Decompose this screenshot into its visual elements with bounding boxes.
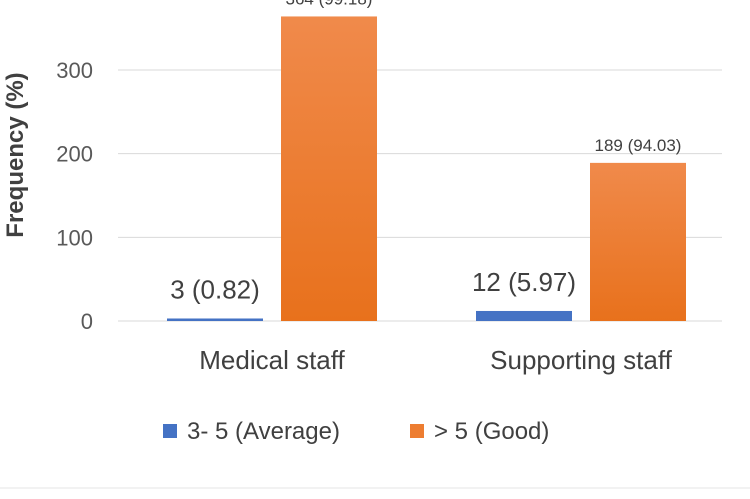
y-axis-label: Frequency (%) bbox=[2, 72, 29, 237]
legend-label: > 5 (Good) bbox=[434, 418, 549, 445]
legend: 3- 5 (Average) > 5 (Good) bbox=[163, 418, 549, 445]
x-axis-categories: Medical staff Supporting staff bbox=[199, 345, 672, 375]
y-tick-label: 0 bbox=[81, 309, 93, 334]
bar-average-medical bbox=[167, 318, 263, 321]
bar-good-medical bbox=[281, 16, 377, 321]
data-label: 12 (5.97) bbox=[472, 267, 576, 297]
y-tick-label: 200 bbox=[56, 142, 93, 167]
data-label: 189 (94.03) bbox=[595, 136, 682, 155]
bars bbox=[167, 16, 686, 321]
y-axis-ticks: 0 100 200 300 bbox=[56, 58, 93, 334]
x-category-label: Medical staff bbox=[199, 345, 345, 375]
y-tick-label: 100 bbox=[56, 225, 93, 250]
legend-swatch bbox=[163, 424, 177, 438]
data-labels: 3 (0.82) 12 (5.97) 364 (99.18) 189 (94.03) bbox=[170, 0, 681, 304]
x-category-label: Supporting staff bbox=[490, 345, 672, 375]
bar-good-supporting bbox=[590, 162, 686, 321]
y-tick-label: 300 bbox=[56, 58, 93, 83]
data-label: 3 (0.82) bbox=[170, 274, 260, 304]
legend-label: 3- 5 (Average) bbox=[187, 418, 340, 445]
legend-swatch bbox=[410, 424, 424, 438]
data-label: 364 (99.18) bbox=[286, 0, 373, 8]
bar-average-supporting bbox=[476, 310, 572, 321]
